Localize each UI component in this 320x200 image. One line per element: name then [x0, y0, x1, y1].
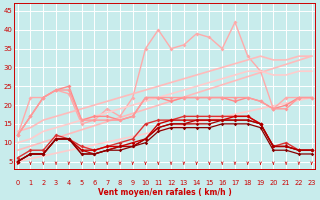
X-axis label: Vent moyen/en rafales ( km/h ): Vent moyen/en rafales ( km/h ): [98, 188, 232, 197]
